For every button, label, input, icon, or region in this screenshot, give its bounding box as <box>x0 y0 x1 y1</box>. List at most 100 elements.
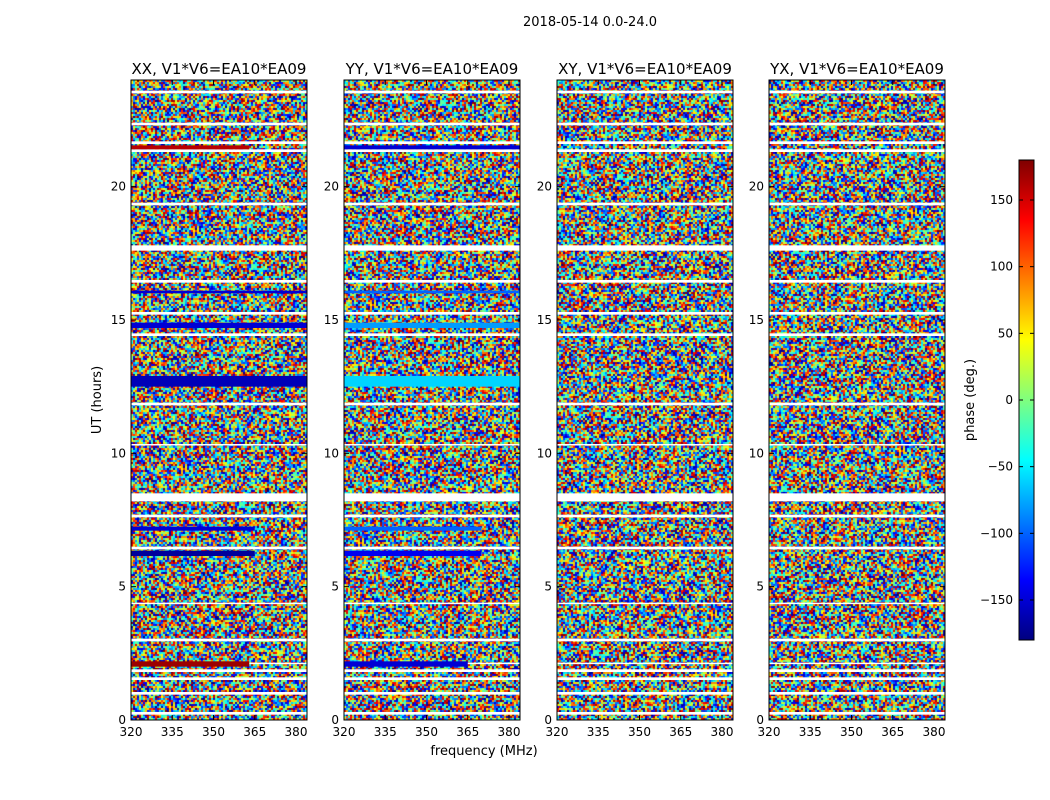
phase-band <box>344 290 520 294</box>
y-tick-label: 10 <box>111 446 126 460</box>
colorbar-tick-label: 150 <box>990 193 1013 207</box>
flagged-row <box>131 149 307 152</box>
panel-3: YX, V1*V6=EA10*EA09 320 335 350 365 380 0 5 10 15… <box>749 60 946 739</box>
colorbar-ticks: −150 −100 −50 0 50 100 150 <box>980 193 1034 607</box>
heatmap-2 <box>557 80 733 720</box>
flagged-row <box>344 669 520 672</box>
y-tick-label: 15 <box>749 313 764 327</box>
heatmap-canvas <box>131 80 307 720</box>
phase-band <box>344 322 520 328</box>
panel-title: YX, V1*V6=EA10*EA09 <box>769 60 944 78</box>
flagged-row <box>557 402 733 406</box>
flagged-row <box>557 444 733 446</box>
flagged-row <box>557 90 733 94</box>
flagged-row <box>344 122 520 126</box>
flagged-row <box>769 514 945 518</box>
flagged-row <box>131 245 307 251</box>
flagged-row <box>344 149 520 152</box>
heatmap-canvas <box>769 80 945 720</box>
panel-title: YY, V1*V6=EA10*EA09 <box>345 60 519 78</box>
heatmap-1 <box>344 80 520 720</box>
flagged-row <box>557 638 733 642</box>
flagged-row <box>557 677 733 680</box>
x-tick-label: 380 <box>711 725 734 739</box>
heatmap-canvas <box>344 80 520 720</box>
phase-band <box>131 290 307 294</box>
flagged-row <box>344 90 520 94</box>
x-tick-label: 320 <box>333 725 356 739</box>
flagged-row <box>557 602 733 605</box>
flagged-row <box>131 669 307 672</box>
flagged-row <box>769 149 945 152</box>
heatmap-3 <box>769 80 945 720</box>
flagged-row <box>557 280 733 283</box>
axes-frame <box>130 79 308 721</box>
x-tick-label: 365 <box>456 725 479 739</box>
x-tick-label: 335 <box>374 725 397 739</box>
flagged-row <box>769 245 945 251</box>
x-tick-label: 335 <box>587 725 610 739</box>
x-tick-label: 335 <box>799 725 822 739</box>
flagged-row <box>769 712 945 715</box>
flagged-row <box>131 444 307 446</box>
flagged-row <box>131 280 307 283</box>
flagged-row <box>344 202 520 206</box>
flagged-row <box>344 141 520 144</box>
y-tick-label: 15 <box>324 313 339 327</box>
flagged-row <box>769 90 945 94</box>
flagged-row <box>769 280 945 283</box>
flagged-row <box>769 638 945 642</box>
flagged-row <box>557 669 733 672</box>
flagged-row <box>769 122 945 126</box>
flagged-row <box>344 602 520 605</box>
flagged-row <box>769 546 945 550</box>
flagged-row <box>131 141 307 144</box>
phase-band <box>344 550 482 556</box>
flagged-row <box>344 245 520 251</box>
flagged-row <box>131 712 307 715</box>
x-tick-label: 380 <box>923 725 946 739</box>
x-tick-label: 350 <box>628 725 651 739</box>
flagged-row <box>557 141 733 144</box>
flagged-row <box>131 638 307 642</box>
figure-suptitle: 2018-05-14 0.0-24.0 <box>523 15 657 30</box>
x-tick-label: 320 <box>120 725 143 739</box>
flagged-row <box>557 245 733 251</box>
phase-band <box>131 376 307 387</box>
phase-band <box>344 145 520 150</box>
flagged-row <box>769 669 945 672</box>
colorbar-tick-label: 100 <box>990 260 1013 274</box>
axes-frame <box>343 79 521 721</box>
y-tick-label: 5 <box>756 580 764 594</box>
x-tick-label: 365 <box>881 725 904 739</box>
flagged-row <box>344 546 520 550</box>
flagged-row <box>344 638 520 642</box>
flagged-row <box>769 692 945 695</box>
x-tick-label: 335 <box>161 725 184 739</box>
flagged-row <box>344 692 520 695</box>
colorbar-tick-label: 50 <box>998 326 1013 340</box>
flagged-row <box>769 444 945 446</box>
flagged-row <box>557 333 733 336</box>
flagged-row <box>557 149 733 152</box>
flagged-row <box>131 333 307 336</box>
flagged-row <box>344 444 520 446</box>
flagged-row <box>344 402 520 406</box>
heatmap-0 <box>131 80 307 720</box>
phase-band <box>131 550 255 556</box>
axes-frame <box>768 79 946 721</box>
flagged-row <box>131 692 307 695</box>
flagged-row <box>131 514 307 518</box>
flagged-row <box>557 662 733 665</box>
phase-band <box>131 322 307 328</box>
x-tick-label: 320 <box>758 725 781 739</box>
flagged-row <box>769 333 945 336</box>
flagged-row <box>769 402 945 406</box>
colorbar-label: phase (deg.) <box>963 359 978 441</box>
flagged-row <box>344 280 520 283</box>
y-tick-label: 10 <box>749 446 764 460</box>
x-tick-label: 350 <box>415 725 438 739</box>
x-tick-label: 380 <box>285 725 308 739</box>
